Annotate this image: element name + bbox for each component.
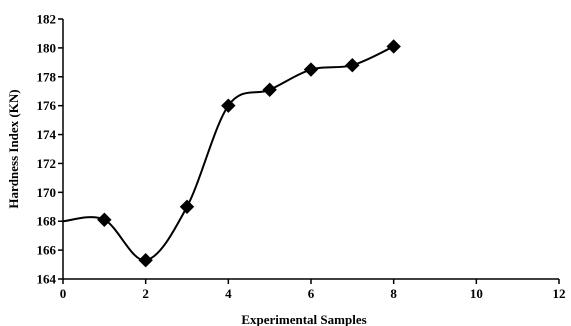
x-tick-label: 12 xyxy=(553,286,566,301)
series-line xyxy=(62,45,395,262)
y-tick-label: 168 xyxy=(37,214,57,229)
y-tick-label: 182 xyxy=(37,12,57,27)
data-point-marker xyxy=(303,62,319,77)
data-point-marker xyxy=(386,39,401,54)
data-point-marker xyxy=(97,212,112,227)
data-point-marker xyxy=(345,58,360,73)
x-tick-label: 0 xyxy=(60,286,67,301)
y-tick-label: 178 xyxy=(37,69,57,84)
x-tick-label: 4 xyxy=(225,286,232,301)
data-point-marker xyxy=(221,98,236,113)
y-tick-label: 164 xyxy=(37,272,57,287)
y-axis: 164 166 168 170 172 174 176 178 180 182 xyxy=(37,12,64,287)
y-tick-label: 180 xyxy=(37,40,57,55)
data-point-marker xyxy=(262,82,277,97)
x-axis: 0 2 4 6 8 10 12 xyxy=(60,278,566,301)
y-tick-label: 172 xyxy=(37,156,57,171)
data-point-marker xyxy=(179,199,195,214)
x-axis-title: Experimental Samples xyxy=(241,312,366,326)
x-tick-label: 2 xyxy=(142,286,149,301)
y-tick-label: 174 xyxy=(37,127,57,142)
x-tick-label: 6 xyxy=(308,286,315,301)
x-tick-label: 10 xyxy=(470,286,483,301)
y-tick-label: 166 xyxy=(37,243,57,258)
data-point-marker xyxy=(138,253,153,268)
y-tick-label: 170 xyxy=(37,185,57,200)
y-tick-label: 176 xyxy=(37,98,57,113)
series-group xyxy=(62,39,401,268)
x-tick-label: 8 xyxy=(390,286,397,301)
y-axis-title: Hardness Index (KN) xyxy=(6,89,21,208)
